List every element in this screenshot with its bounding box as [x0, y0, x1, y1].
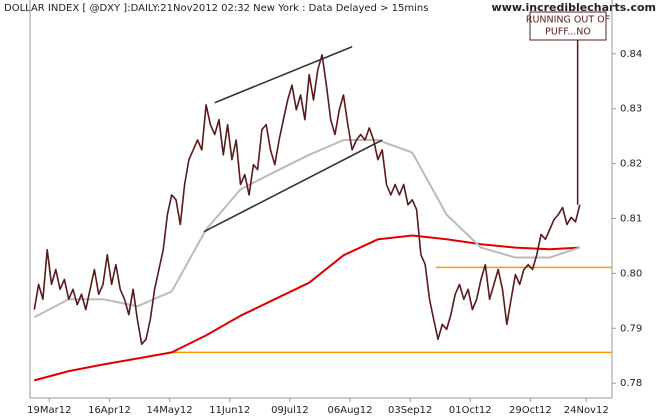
x-tick-label: 14May12 [147, 405, 193, 416]
annotation-text: RUNNING OUT OF [526, 15, 610, 26]
moving-average [34, 234, 580, 382]
x-tick-label: 16Apr12 [88, 405, 131, 416]
x-tick-label: 11Jun12 [209, 405, 250, 416]
y-tick-label: 0.78 [620, 378, 642, 389]
price-line [33, 54, 581, 345]
x-tick-label: 01Oct12 [449, 405, 492, 416]
x-tick-label: 03Sep12 [388, 405, 432, 416]
moving-average [33, 139, 581, 319]
y-tick-label: 0.79 [620, 323, 642, 334]
x-tick-label: 19Mar12 [27, 405, 71, 416]
annotation-text: PUFF...NO [545, 27, 591, 38]
y-tick-label: 0.83 [620, 104, 642, 115]
y-tick-label: 0.82 [620, 159, 642, 170]
x-tick-label: 24Nov12 [564, 405, 609, 416]
x-tick-label: 29Oct12 [509, 405, 552, 416]
trend-line [203, 139, 383, 233]
chart-title: DOLLAR INDEX [ @DXY ]:DAILY:21Nov2012 02… [4, 3, 428, 14]
y-tick-label: 0.84 [620, 49, 642, 60]
x-tick-label: 06Aug12 [328, 405, 373, 416]
trend-line [214, 45, 353, 104]
y-tick-label: 0.81 [620, 213, 642, 224]
y-tick-label: 0.80 [620, 268, 642, 279]
watermark: www.incrediblecharts.com [492, 1, 656, 14]
annotation-box [529, 11, 607, 41]
x-tick-label: 09Jul12 [271, 405, 309, 416]
